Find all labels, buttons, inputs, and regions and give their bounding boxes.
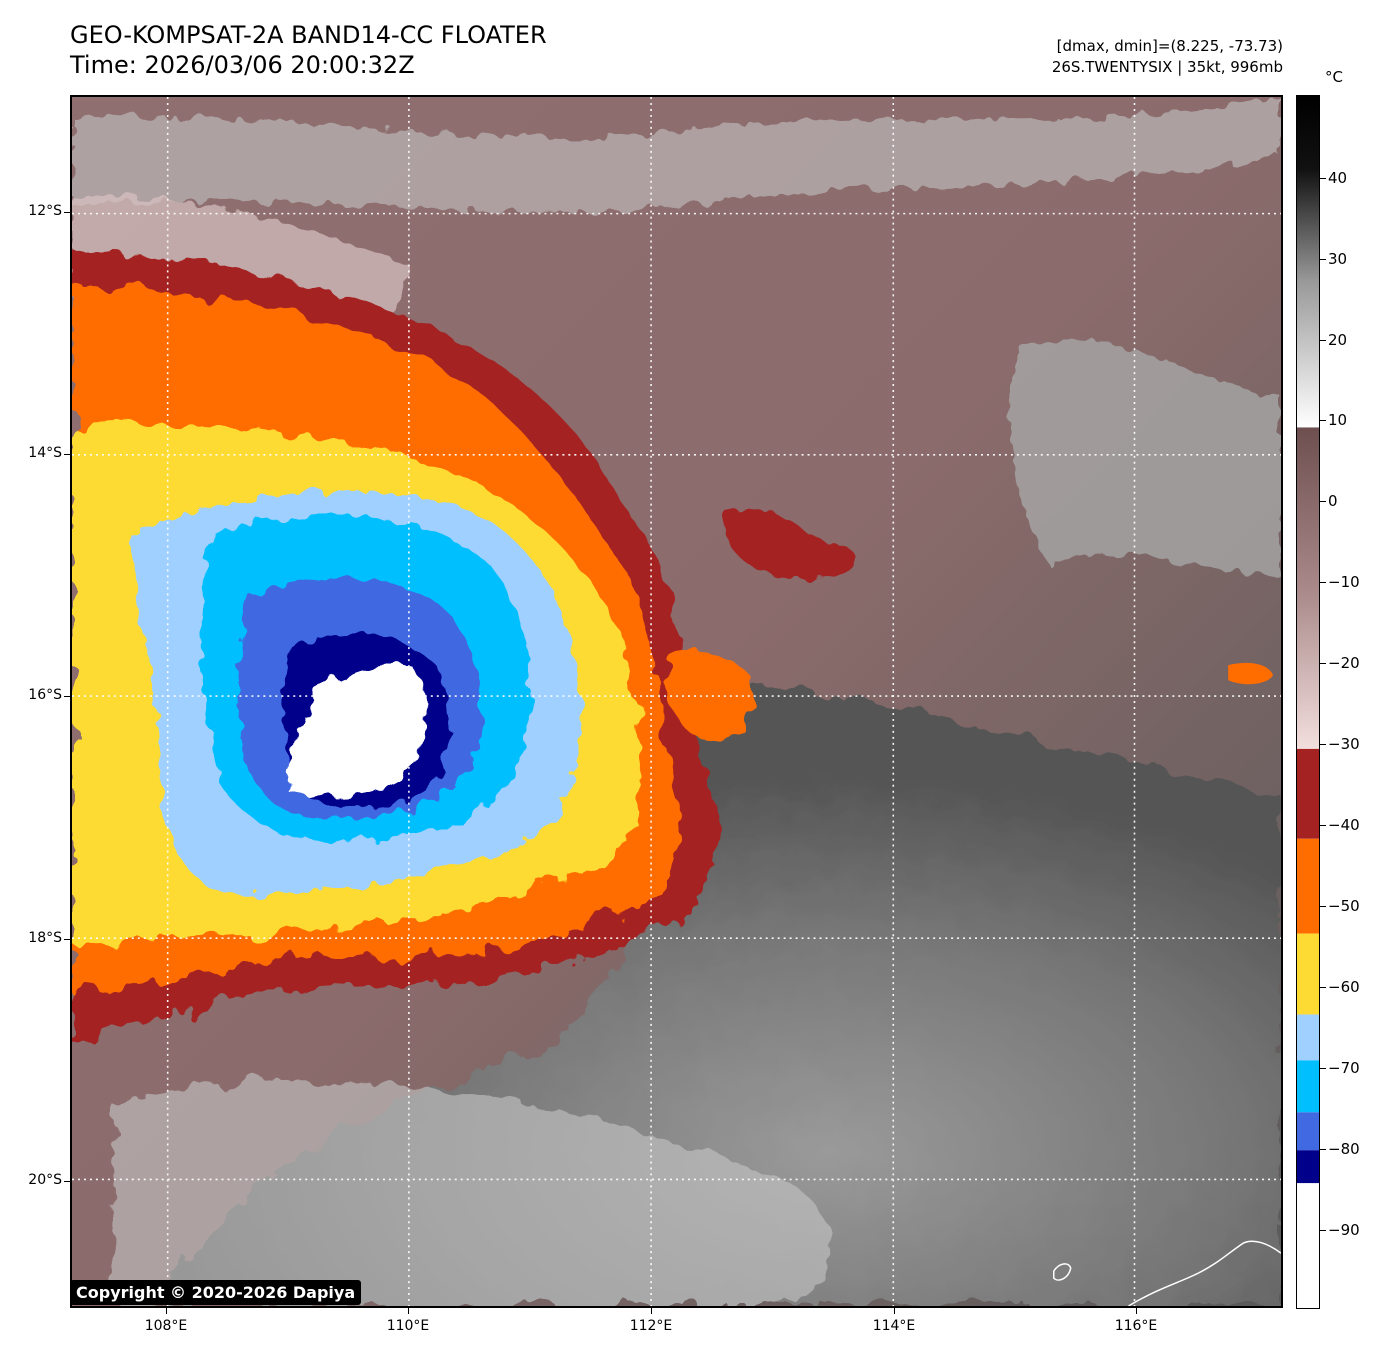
colorbar-orange-segment [1297, 838, 1319, 934]
cell-east-3 [1228, 662, 1274, 685]
lat-tick [64, 1181, 70, 1182]
lon-tick [166, 1308, 167, 1314]
colorbar-tick [1320, 178, 1326, 179]
lon-label-116e: 116°E [1114, 1318, 1158, 1334]
lon-tick [894, 1308, 895, 1314]
colorbar-tick [1320, 1068, 1326, 1069]
lon-label-114e: 114°E [872, 1318, 916, 1334]
colorbar-label: 0 [1328, 492, 1338, 510]
colorbar-label: −60 [1328, 978, 1360, 996]
lon-label-110e: 110°E [386, 1318, 430, 1334]
coldest-core [286, 664, 427, 796]
colorbar-lightblue-segment [1297, 1014, 1319, 1061]
colorbar-label: −80 [1328, 1140, 1360, 1158]
colorbar-label: −20 [1328, 654, 1360, 672]
data-range-text: [dmax, dmin]=(8.225, -73.73) [1056, 37, 1283, 55]
colorbar-label: −70 [1328, 1059, 1360, 1077]
colorbar-label: −30 [1328, 735, 1360, 753]
lon-label-108e: 108°E [144, 1318, 188, 1334]
title-line-2: Time: 2026/03/06 20:00:32Z [70, 51, 415, 79]
colorbar-red-segment [1297, 748, 1319, 839]
colorbar-label: −90 [1328, 1221, 1360, 1239]
colorbar-cyan-segment [1297, 1060, 1319, 1113]
colorbar-blue-segment [1297, 1112, 1319, 1151]
upper-cloud-band [72, 97, 1281, 213]
colorbar-navy-segment [1297, 1150, 1319, 1184]
cell-east-1 [723, 507, 860, 580]
colorbar-tick [1320, 259, 1326, 260]
east-cloud-patch [1008, 339, 1281, 576]
lat-tick [64, 454, 70, 455]
colorbar-tick [1320, 501, 1326, 502]
lat-label-18s: 18°S [28, 930, 62, 946]
colorbar-tick [1320, 340, 1326, 341]
colorbar-tick [1320, 987, 1326, 988]
lat-tick [64, 939, 70, 940]
colorbar-tick [1320, 1230, 1326, 1231]
colorbar-label: 40 [1328, 169, 1348, 187]
lon-tick [1136, 1308, 1137, 1314]
title-line-1: GEO-KOMPSAT-2A BAND14-CC FLOATER [70, 21, 547, 49]
island-outline [1053, 1263, 1072, 1281]
colorbar-tick [1320, 744, 1326, 745]
lon-label-112e: 112°E [629, 1318, 673, 1334]
storm-info: [dmax, dmin]=(8.225, -73.73) 26S.TWENTYS… [1052, 36, 1283, 78]
lat-label-20s: 20°S [28, 1172, 62, 1188]
lat-tick [64, 696, 70, 697]
colorbar-unit: °C [1325, 68, 1343, 86]
lat-label-14s: 14°S [28, 445, 62, 461]
colorbar-label: −40 [1328, 816, 1360, 834]
colorbar-label: 30 [1328, 250, 1348, 268]
colorbar-scale [1297, 96, 1319, 1308]
copyright-badge: Copyright © 2020-2026 Dapiya [70, 1280, 362, 1305]
colorbar-tick [1320, 825, 1326, 826]
chart-title: GEO-KOMPSAT-2A BAND14-CC FLOATER Time: 2… [70, 20, 547, 80]
colorbar-grey-segment [1297, 96, 1319, 428]
cell-east-2 [665, 651, 754, 741]
lat-tick [64, 212, 70, 213]
graticule [72, 97, 1281, 1306]
colorbar-tick [1320, 1149, 1326, 1150]
colorbar-tick [1320, 420, 1326, 421]
satellite-map [70, 95, 1283, 1308]
lon-tick [651, 1308, 652, 1314]
lat-label-12s: 12°S [28, 203, 62, 219]
lon-tick [408, 1308, 409, 1314]
colorbar [1296, 95, 1320, 1309]
coastline [1128, 1240, 1281, 1306]
storm-text: 26S.TWENTYSIX | 35kt, 996mb [1051, 58, 1283, 76]
colorbar-label: −10 [1328, 573, 1360, 591]
colorbar-brown-segment [1297, 427, 1319, 749]
colorbar-tick [1320, 663, 1326, 664]
colorbar-label: 10 [1328, 411, 1348, 429]
colorbar-tick [1320, 906, 1326, 907]
lat-label-16s: 16°S [28, 687, 62, 703]
colorbar-label: −50 [1328, 897, 1360, 915]
colorbar-tick [1320, 582, 1326, 583]
colorbar-white-segment [1297, 1183, 1319, 1308]
colorbar-yellow-segment [1297, 933, 1319, 1015]
colorbar-label: 20 [1328, 331, 1348, 349]
satellite-image [72, 97, 1281, 1306]
